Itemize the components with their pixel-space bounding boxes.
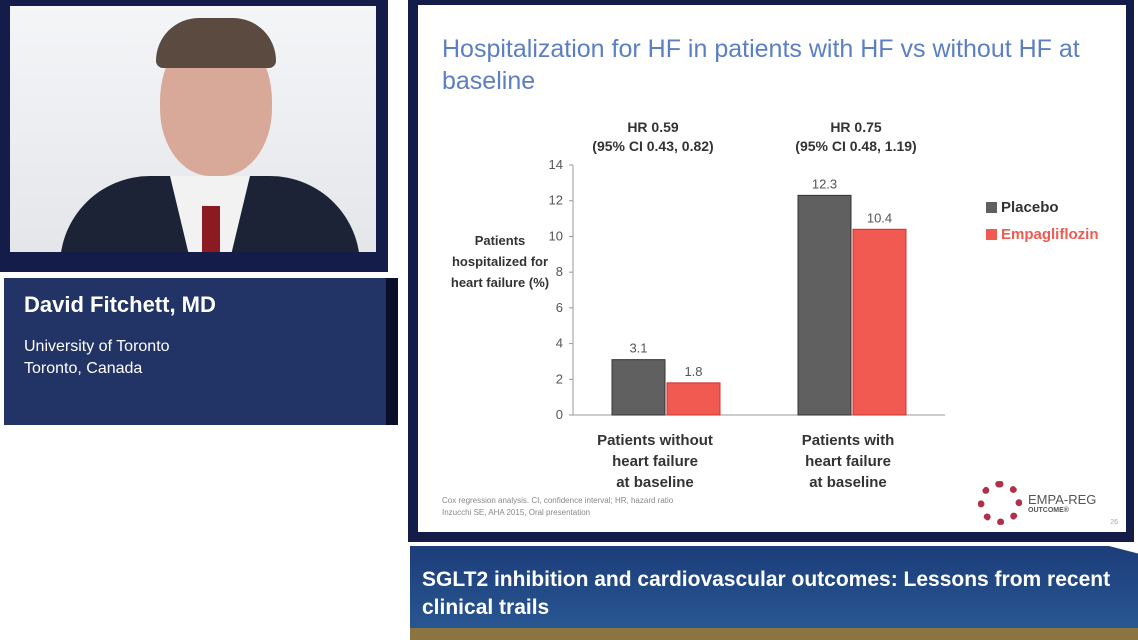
footnote-line: Inzucchi SE, AHA 2015, Oral presentation [442, 508, 591, 517]
data-label: 3.1 [629, 341, 647, 356]
speaker-video [0, 0, 388, 272]
ci-value: (95% CI 0.48, 1.19) [795, 138, 917, 154]
bar-placebo [611, 359, 666, 416]
category-label-1: Patients without heart failure at baseline [565, 430, 745, 493]
y-tick-label: 10 [549, 228, 563, 243]
data-label: 1.8 [684, 364, 702, 379]
logo-text: EMPA-REG [1028, 492, 1097, 507]
logo-subtext: OUTCOME® [1028, 507, 1069, 514]
lecture-title-banner: SGLT2 inhibition and cardiovascular outc… [410, 546, 1138, 640]
category-label-2: Patients with heart failure at baseline [758, 430, 938, 493]
y-tick-label: 2 [556, 371, 563, 386]
hr-value: HR 0.59 [627, 119, 679, 135]
y-axis-label: Patients hospitalized for heart failure … [450, 233, 550, 290]
slide: Hospitalization for HF in patients with … [408, 0, 1134, 542]
category-line: at baseline [809, 474, 887, 491]
empa-reg-logo: EMPA-REG OUTCOME® [978, 481, 1096, 525]
data-label: 12.3 [812, 176, 837, 191]
legend-label: Empagliflozin [1001, 226, 1099, 243]
speaker-name: David Fitchett, MD [24, 292, 216, 317]
footnote-line: Cox regression analysis. CI, confidence … [442, 496, 674, 505]
bar-empagliflozin [852, 228, 907, 416]
logo-ring-icon [978, 481, 1022, 525]
speaker-affiliation: University of Toronto [24, 338, 170, 355]
data-label: 10.4 [867, 210, 892, 225]
legend-placebo: Placebo [986, 199, 1059, 216]
category-line: at baseline [616, 474, 694, 491]
speaker-nameplate: David Fitchett, MD University of Toronto… [4, 278, 398, 425]
y-tick-label: 12 [549, 193, 563, 208]
legend-swatch [986, 202, 997, 213]
hr-annotation-1: HR 0.59 (95% CI 0.43, 0.82) [553, 118, 753, 156]
banner-stripe [410, 628, 1138, 640]
y-tick-label: 0 [556, 407, 563, 422]
y-tick-label: 4 [556, 336, 563, 351]
legend-empagliflozin: Empagliflozin [986, 226, 1099, 243]
category-line: Patients with [801, 432, 895, 449]
category-line: heart failure [612, 453, 698, 470]
ci-value: (95% CI 0.43, 0.82) [592, 138, 714, 154]
slide-title: Hospitalization for HF in patients with … [442, 35, 1080, 95]
hr-value: HR 0.75 [830, 119, 882, 135]
y-tick-label: 14 [549, 157, 563, 172]
y-tick-label: 8 [556, 264, 563, 279]
speaker-location: Toronto, Canada [24, 360, 143, 377]
hr-annotation-2: HR 0.75 (95% CI 0.48, 1.19) [756, 118, 956, 156]
category-line: Patients without [597, 432, 713, 449]
category-line: heart failure [805, 453, 891, 470]
legend-label: Placebo [1001, 199, 1059, 216]
bar-chart: 0 2 4 6 8 10 12 14 3.1 1.8 12.3 10.4 [549, 157, 945, 422]
bar-placebo [797, 194, 852, 416]
legend-swatch [986, 229, 997, 240]
page-number: 26 [1110, 519, 1118, 526]
bar-empagliflozin [666, 382, 721, 416]
y-tick-label: 6 [556, 300, 563, 315]
footnote: Cox regression analysis. CI, confidence … [442, 495, 673, 519]
lecture-title: SGLT2 inhibition and cardiovascular outc… [422, 568, 1111, 619]
speaker-tie [202, 206, 220, 252]
speaker-hair [156, 18, 276, 68]
